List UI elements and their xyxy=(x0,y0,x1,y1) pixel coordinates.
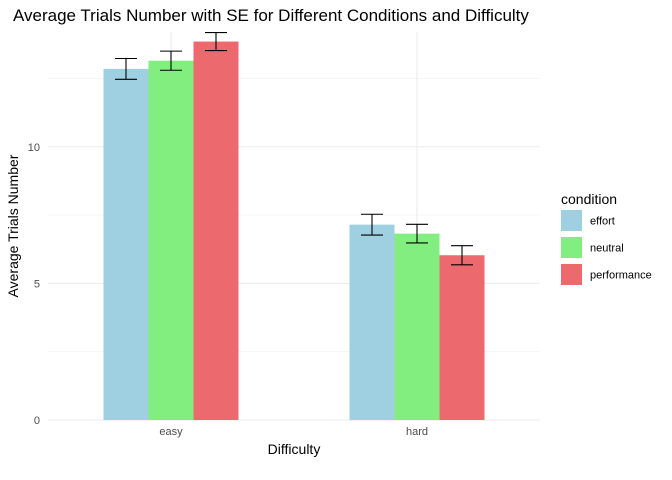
bar-effort-hard xyxy=(349,224,395,420)
error-bars xyxy=(115,31,473,266)
legend-key-neutral xyxy=(561,237,582,258)
x-tick-label: easy xyxy=(159,426,183,438)
legend-label-performance: performance xyxy=(590,270,652,282)
bar-performance-easy xyxy=(193,41,239,420)
legend-key-effort xyxy=(561,210,582,231)
y-tick-label: 5 xyxy=(34,278,40,290)
legend: condition effort neutral performance xyxy=(561,191,652,285)
bar-performance-hard xyxy=(439,255,485,420)
legend-title: condition xyxy=(561,191,617,207)
y-tick-label: 0 xyxy=(34,415,40,427)
x-axis-title: Difficulty xyxy=(268,441,321,457)
legend-label-effort: effort xyxy=(590,216,615,228)
y-tick-label: 10 xyxy=(28,142,40,154)
x-tick-label: hard xyxy=(406,426,428,438)
legend-label-neutral: neutral xyxy=(590,243,624,255)
bar-neutral-easy xyxy=(148,60,194,421)
bar-effort-easy xyxy=(103,68,149,420)
chart-title: Average Trials Number with SE for Differ… xyxy=(13,6,529,25)
bar-neutral-hard xyxy=(394,233,440,420)
y-axis-title: Average Trials Number xyxy=(5,154,21,297)
bars xyxy=(103,41,485,421)
legend-key-performance xyxy=(561,264,582,285)
